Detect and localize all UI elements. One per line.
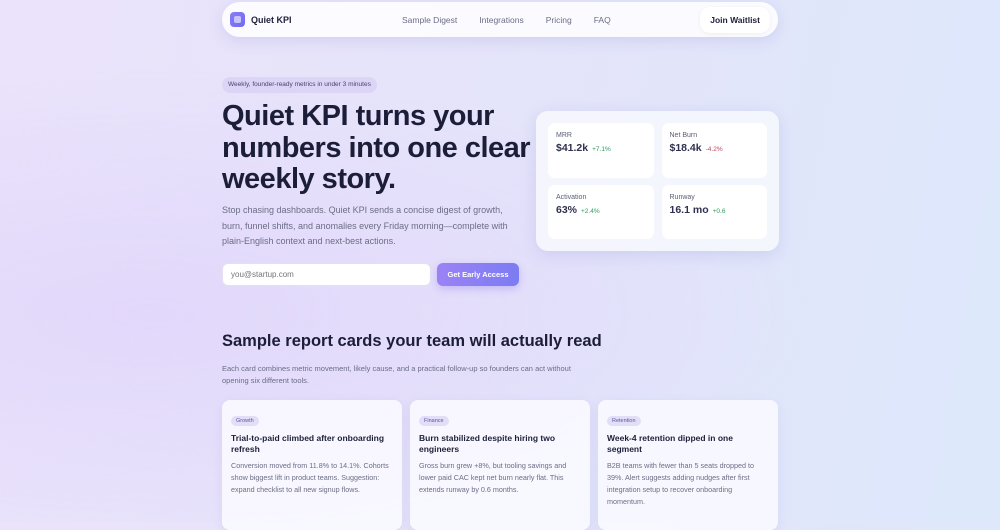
metric-delta: -4.2% (705, 146, 723, 153)
hero-lead: Stop chasing dashboards. Quiet KPI sends… (222, 205, 508, 246)
nav-link-faq[interactable]: FAQ (593, 14, 611, 25)
card-body: B2B teams with fewer than 5 seats droppe… (607, 461, 755, 506)
metric-value: $41.2k (556, 142, 589, 154)
card-body: Gross burn grew +8%, but tooling savings… (419, 461, 567, 494)
metric-card-runway: Runway 16.1 mo +0.6 (661, 184, 767, 239)
card-title: Week-4 retention dipped in one segment (607, 433, 733, 454)
card-tag: Growth (231, 416, 259, 426)
nav-link-pricing[interactable]: Pricing (545, 14, 572, 25)
card-title: Burn stabilized despite hiring two engin… (419, 433, 556, 454)
report-cards: Growth Trial-to-paid climbed after onboar… (222, 400, 778, 530)
report-card-finance: Finance Burn stabilized despite hiring tw… (410, 400, 590, 530)
email-input[interactable] (222, 263, 431, 286)
metric-card-activation: Activation 63% +2.4% (548, 184, 654, 239)
metric-value: 16.1 mo (669, 203, 709, 216)
report-card-growth: Growth Trial-to-paid climbed after onboar… (222, 400, 402, 530)
metric-label: MRR (556, 132, 572, 139)
metric-delta: +7.1% (592, 146, 611, 153)
section-title: Sample report cards your team will actua… (222, 332, 602, 350)
metric-label: Activation (556, 193, 587, 201)
nav-link-integrations[interactable]: Integrations (479, 14, 524, 25)
card-tag: Finance (419, 416, 449, 426)
metric-value: $18.4k (669, 142, 702, 154)
hero-title: Quiet KPI turns your numbers into one cl… (222, 100, 531, 195)
card-tag: Retention (607, 416, 641, 426)
metric-delta: +0.6 (712, 207, 726, 215)
brand-name[interactable]: Quiet KPI (251, 14, 292, 25)
join-waitlist-button[interactable]: Join Waitlist (700, 6, 770, 33)
section-description: Each card combines metric movement, like… (222, 364, 571, 385)
report-card-retention: Retention Week-4 retention dipped in one … (598, 400, 778, 530)
hero-badge: Weekly, founder-ready metrics in under 3… (222, 77, 377, 93)
metric-card-net-burn: Net Burn $18.4k -4.2% (661, 123, 767, 178)
get-early-access-button[interactable]: Get Early Access (437, 263, 519, 286)
metric-label: Runway (669, 193, 695, 201)
nav-link-sample-digest[interactable]: Sample Digest (402, 14, 458, 25)
top-nav: Quiet KPI Sample Digest Integrations Pri… (222, 2, 778, 37)
metric-label: Net Burn (669, 132, 698, 139)
card-title: Trial-to-paid climbed after onboarding r… (231, 433, 385, 454)
logo-icon[interactable] (230, 12, 245, 27)
metrics-panel: MRR $41.2k +7.1% Net Burn $18.4k -4.2% Activ… (536, 111, 779, 251)
metric-card-mrr: MRR $41.2k +7.1% (548, 123, 654, 178)
metric-delta: +2.4% (581, 207, 600, 215)
card-body: Conversion moved from 11.8% to 14.1%. Co… (231, 461, 389, 494)
nav-links: Sample Digest Integrations Pricing FAQ (402, 15, 611, 25)
metric-value: 63% (556, 203, 578, 216)
